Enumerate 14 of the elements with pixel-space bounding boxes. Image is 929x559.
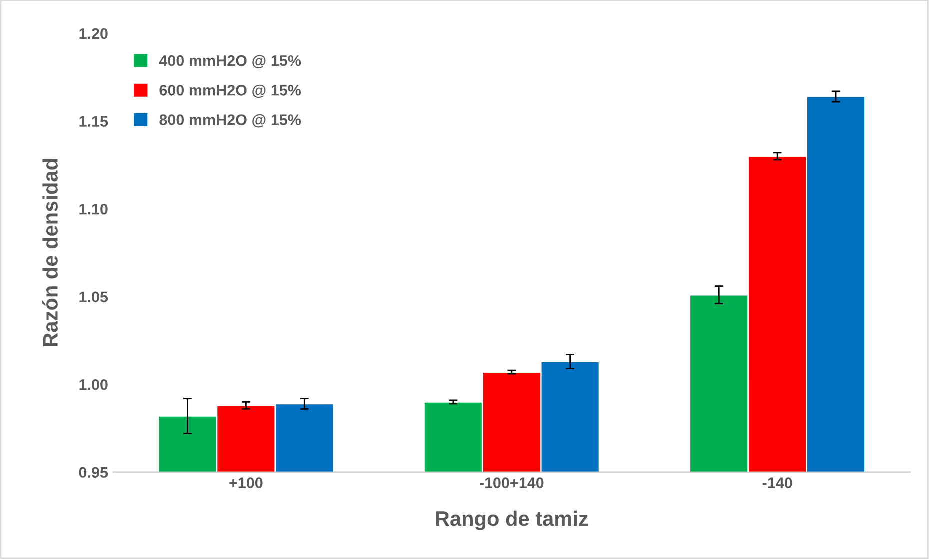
x-tick-label: -140 — [762, 478, 792, 488]
y-tick-label: 1.10 — [80, 204, 108, 215]
y-tick-label: 1.00 — [80, 379, 108, 390]
y-tick-label: 1.15 — [80, 116, 108, 127]
y-tick-label: 1.05 — [80, 292, 108, 303]
legend-label: 800 mmH2O @ 15% — [160, 114, 302, 128]
x-tick-label: +100 — [230, 478, 263, 488]
y-axis-title: Razón de densidad — [42, 159, 58, 346]
x-axis-title: Rango de tamiz — [436, 510, 588, 530]
x-tick-label: -100+140 — [480, 478, 544, 488]
y-tick-label: 0.95 — [79, 467, 108, 478]
legend-label: 600 mmH2O @ 15% — [160, 84, 302, 98]
y-tick-label: 1.20 — [80, 28, 108, 40]
legend-label: 400 mmH2O @ 15% — [159, 55, 302, 68]
